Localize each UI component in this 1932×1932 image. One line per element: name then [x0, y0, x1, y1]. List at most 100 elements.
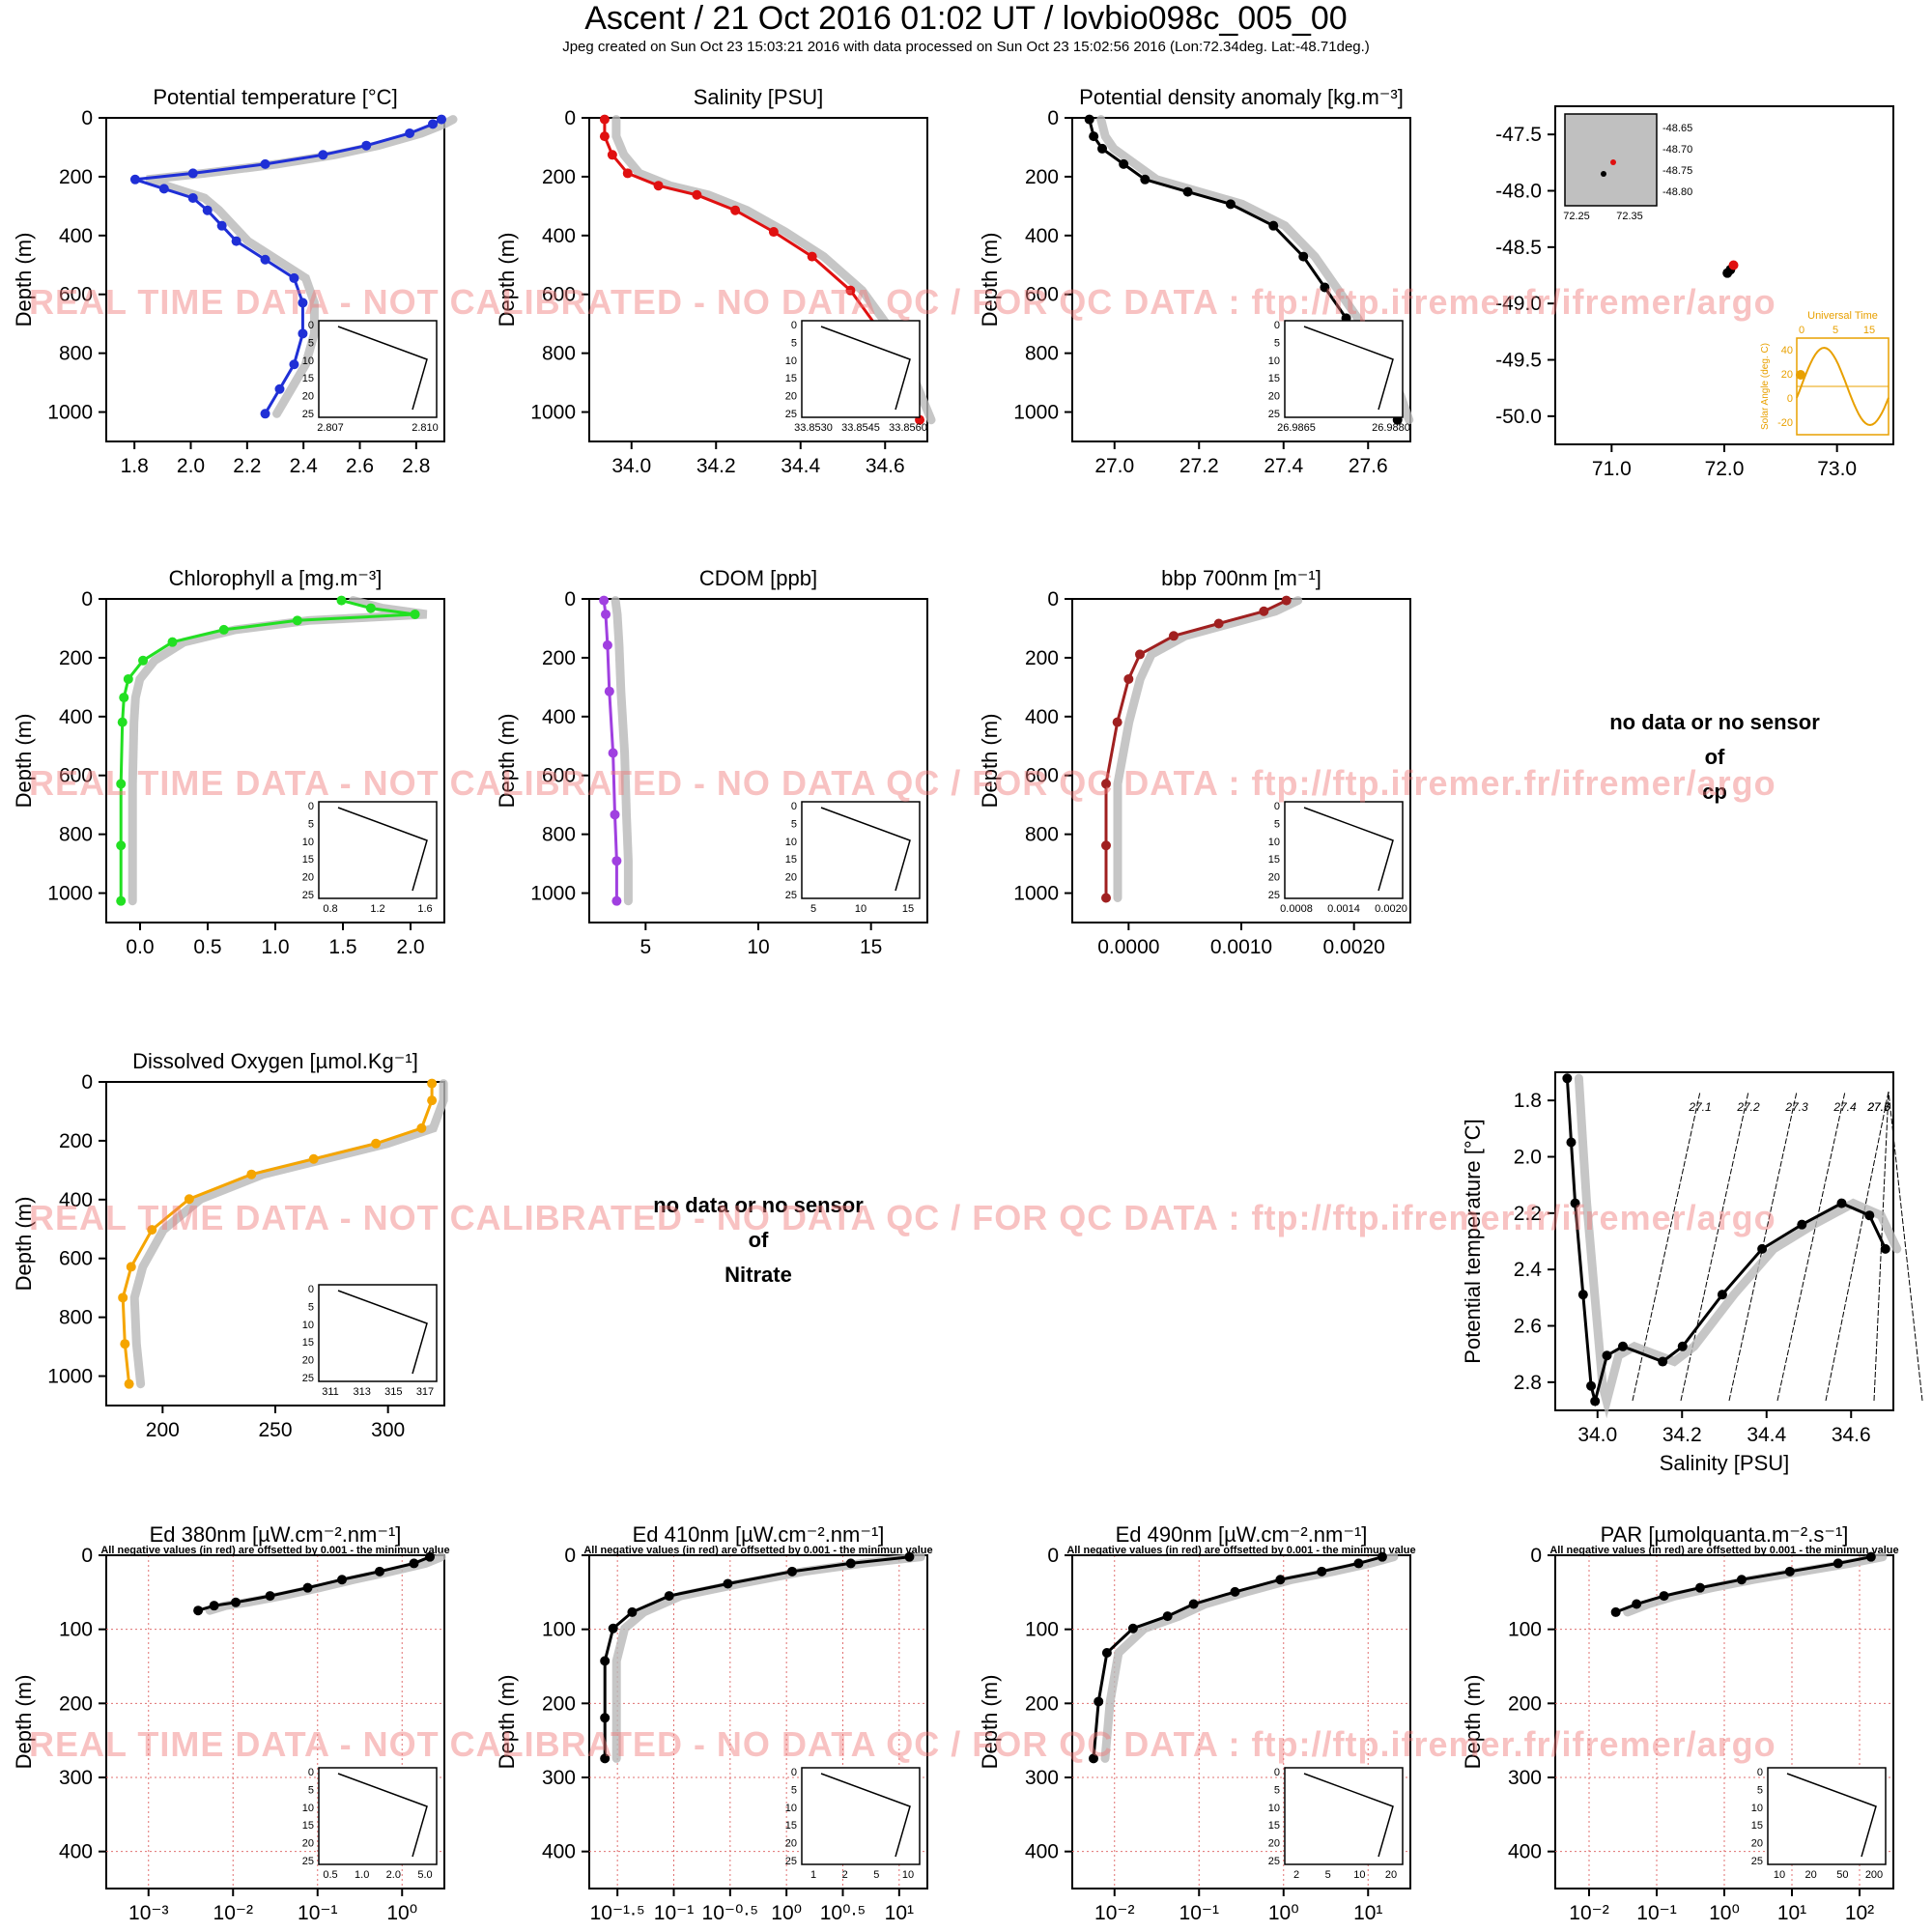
isopycnal-label: 27.6	[1866, 1100, 1890, 1114]
data-point	[1865, 1551, 1876, 1562]
nodata-line: Nitrate	[724, 1263, 792, 1287]
page-subtitle: Jpeg created on Sun Oct 23 15:03:21 2016…	[562, 39, 1370, 55]
data-point	[1089, 131, 1099, 142]
data-point	[723, 1578, 733, 1589]
y-tick-label: 800	[59, 1307, 93, 1329]
data-point	[216, 220, 227, 231]
chart-note: All negative values (in red) are offsett…	[583, 1545, 932, 1556]
inset-y-tick-label: 15	[1751, 1820, 1763, 1832]
data-point	[1658, 1356, 1668, 1367]
inset-y-tick-label: 25	[785, 409, 797, 420]
data-point	[1298, 251, 1309, 262]
data-point	[1659, 1591, 1669, 1602]
isopycnal-line	[1825, 1091, 1889, 1402]
profile-line	[134, 118, 442, 415]
inset-frame	[318, 1284, 438, 1382]
inset-x-tick-label: 2	[1293, 1869, 1299, 1881]
y-tick-label: 300	[1025, 1767, 1059, 1789]
data-point	[1566, 1137, 1577, 1148]
inset-y-tick-label: 20	[302, 1355, 314, 1367]
nodata-line: no data or no sensor	[653, 1193, 864, 1217]
y-tick-label: 400	[1025, 1841, 1059, 1863]
inset-y-tick-label: 5	[308, 1301, 314, 1313]
y-tick-label: 1000	[47, 1366, 93, 1388]
inset-x-tick-label: 10	[902, 1869, 914, 1881]
data-point	[608, 748, 618, 758]
y-tick-label: 1000	[530, 402, 576, 424]
inset-frame	[318, 320, 438, 418]
inset-frame	[801, 801, 921, 899]
data-point	[119, 693, 129, 703]
inset-y-tick-label: 25	[302, 1856, 314, 1867]
y-tick-label: 400	[542, 1841, 576, 1863]
history-profile	[611, 1552, 925, 1763]
y-tick-label: 800	[542, 343, 576, 365]
data-point	[289, 272, 299, 283]
data-point	[1101, 840, 1111, 851]
inset-x-tick-label: 1.0	[355, 1869, 369, 1881]
inset-y-tick-label: 20	[302, 391, 314, 403]
x-tick-label: 72.0	[1705, 458, 1745, 480]
data-point	[1677, 1341, 1688, 1351]
data-point	[336, 595, 347, 606]
inset-x-tick-label: 313	[353, 1386, 370, 1398]
data-point	[1353, 1558, 1364, 1569]
inset-y-tick-label: 20	[1268, 391, 1280, 403]
data-point	[1797, 1219, 1807, 1230]
inset-x-tick-label: 0.0020	[1375, 903, 1407, 915]
y-tick-label: 200	[59, 647, 93, 669]
data-point	[608, 1623, 618, 1634]
data-point	[318, 150, 328, 160]
y-tick-label: 1000	[47, 883, 93, 905]
data-point	[1377, 1551, 1387, 1562]
inset-x-tick-label: 5	[873, 1869, 879, 1881]
chart-panel-chla: Chlorophyll a [mg.m⁻³] 0.0 0.5 1.0 1.5 2.0 0 20…	[12, 566, 445, 958]
x-tick-label: 34.6	[1832, 1424, 1871, 1446]
inset-x-tick-label: 5.0	[417, 1869, 432, 1881]
x-tick-label: 10⁻²	[1094, 1902, 1134, 1924]
data-point	[611, 895, 622, 906]
map-inset-frame	[1564, 113, 1658, 207]
chart-title: Chlorophyll a [mg.m⁻³]	[169, 566, 383, 590]
data-point	[116, 895, 127, 906]
inset-x-tick-label: 10	[855, 903, 867, 915]
x-tick-label: 5	[639, 936, 651, 958]
x-tick-label: 2.0	[177, 455, 205, 477]
data-point	[611, 856, 622, 867]
y-tick-label: 400	[1025, 225, 1059, 247]
chart-title: Ed 410nm [µW.cm⁻².nm⁻¹]	[633, 1522, 885, 1547]
inset-y-tick-label: 25	[1268, 409, 1280, 420]
x-tick-label: 10⁻²	[1569, 1902, 1608, 1924]
data-point	[1230, 1586, 1240, 1597]
data-point	[116, 779, 127, 789]
nodata-line: no data or no sensor	[1609, 710, 1820, 734]
inset-x-tick-label: 26.9880	[1372, 422, 1410, 434]
x-tick-label: 10⁰·⁵	[820, 1902, 866, 1924]
inset-y-tick-label: 0	[308, 320, 314, 331]
x-tick-label: 10⁻³	[128, 1902, 168, 1924]
history-profile	[1113, 596, 1303, 902]
inset-y-tick-label: 0	[791, 320, 797, 331]
inset-x-tick-label: 311	[322, 1386, 339, 1398]
y-tick-label: -49.5	[1495, 350, 1542, 372]
data-point	[409, 1558, 419, 1569]
chart-note: All negative values (in red) are offsett…	[1549, 1545, 1898, 1556]
inset-profile	[820, 326, 911, 411]
data-point	[231, 236, 242, 246]
y-tick-label: 100	[542, 1619, 576, 1641]
nodata-line: cp	[1702, 780, 1727, 804]
data-point	[1833, 1558, 1843, 1569]
inset-frame	[801, 1767, 921, 1865]
inset-y-tick-label: 10	[1268, 837, 1280, 848]
data-point	[231, 1597, 242, 1607]
sun-angle-curve	[1796, 346, 1889, 427]
inset-y-tick-label: 10	[785, 837, 797, 848]
nodata-nitrate: no data or no sensor of Nitrate	[589, 1188, 927, 1293]
inset-y-tick-label: 10	[785, 1803, 797, 1814]
x-tick-label: 34.2	[1662, 1424, 1702, 1446]
y-tick-label: 100	[1025, 1619, 1059, 1641]
data-point	[123, 673, 133, 684]
inset-y-tick-label: 5	[1274, 337, 1280, 349]
y-tick-label: 600	[1025, 284, 1059, 306]
